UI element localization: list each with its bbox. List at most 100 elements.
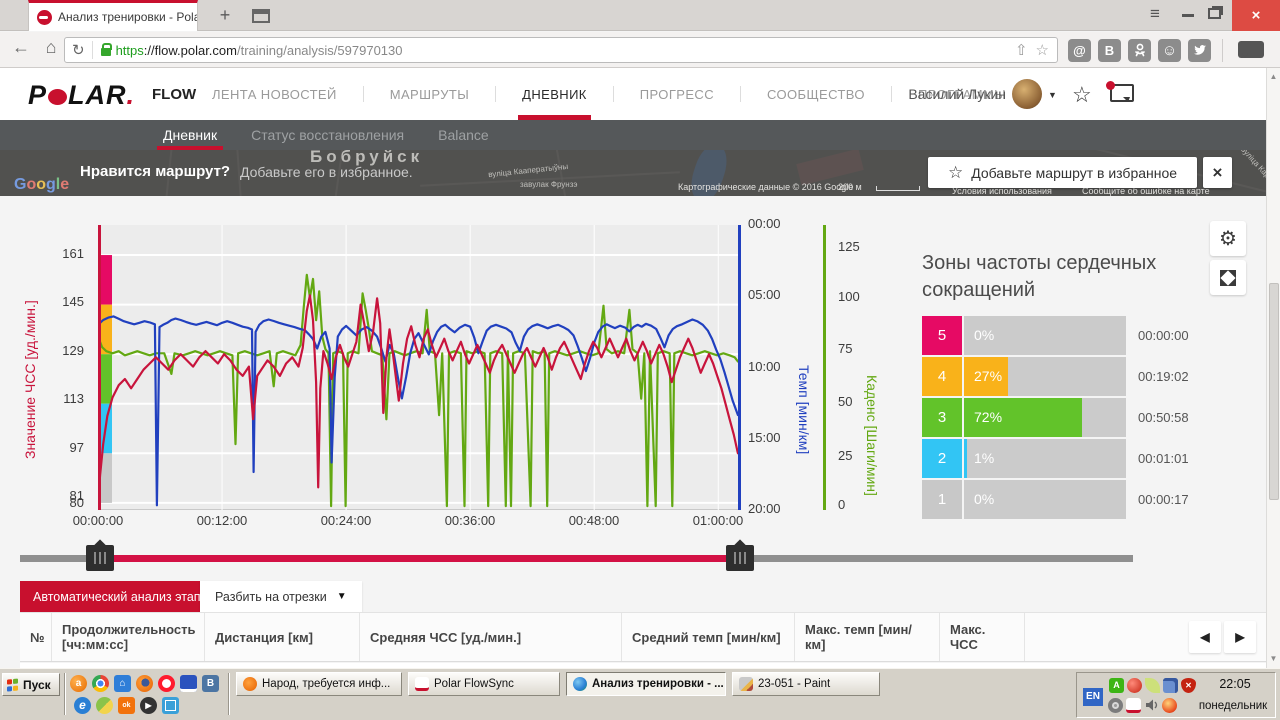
- antivirus-tray-icon[interactable]: [1162, 698, 1177, 713]
- slider-track-left[interactable]: [20, 555, 90, 562]
- fullscreen-button[interactable]: [1210, 260, 1246, 295]
- hr-tick: 161: [62, 246, 84, 261]
- chart-settings-button[interactable]: ⚙: [1210, 221, 1246, 256]
- network-tray-icon[interactable]: [1163, 678, 1178, 693]
- taskbar-window-flowsync[interactable]: Polar FlowSync: [408, 672, 560, 696]
- nav-routes[interactable]: МАРШРУТЫ: [389, 86, 470, 102]
- app-icon[interactable]: [162, 697, 179, 714]
- slider-handle-left[interactable]: [86, 545, 114, 571]
- nav-community[interactable]: СООБЩЕСТВО: [766, 86, 865, 102]
- split-segments-button[interactable]: Разбить на отрезки ▼: [200, 581, 362, 612]
- home-app-icon[interactable]: ⌂: [114, 675, 131, 692]
- zone-number: 3: [922, 398, 962, 437]
- url-domain: ://flow.polar.com: [143, 42, 237, 58]
- chrome-icon[interactable]: [92, 675, 109, 692]
- hr-tick: 97: [69, 440, 84, 455]
- table-next-button[interactable]: ▶: [1224, 621, 1256, 653]
- nav-feed[interactable]: ЛЕНТА НОВОСТЕЙ: [212, 86, 337, 102]
- restore-button[interactable]: [1208, 8, 1221, 19]
- page-scrollbar[interactable]: ▲ ▼: [1266, 68, 1280, 668]
- scroll-down-icon[interactable]: ▼: [1269, 654, 1278, 663]
- slider-handle-right[interactable]: [726, 545, 754, 571]
- nav-programs[interactable]: ПРОГРАММЫ: [917, 86, 1007, 102]
- maps-icon[interactable]: [96, 697, 113, 714]
- table-prev-button[interactable]: ◀: [1189, 621, 1221, 653]
- aimp-tray-icon[interactable]: A: [1109, 678, 1124, 693]
- polar-logo[interactable]: P LAR.: [28, 80, 136, 110]
- reload-icon[interactable]: ↻: [65, 41, 93, 59]
- cadence-tick: 25: [838, 448, 853, 463]
- taskbar-window-paint[interactable]: 23-051 - Paint: [732, 672, 880, 696]
- browser-tab-active[interactable]: Анализ тренировки - Polar F: [28, 0, 198, 31]
- polar-logo-o: [48, 89, 68, 105]
- close-button[interactable]: ×: [1232, 0, 1280, 31]
- training-chart[interactable]: [96, 225, 741, 510]
- save-icon[interactable]: [180, 675, 197, 692]
- scroll-up-icon[interactable]: ▲: [1269, 72, 1278, 81]
- add-route-favorite-button[interactable]: ☆ Добавьте маршрут в избранное: [928, 157, 1197, 188]
- security-alert-tray-icon[interactable]: ✕: [1181, 678, 1196, 693]
- taskbar-window-analysis[interactable]: Анализ тренировки - ...: [566, 672, 726, 696]
- back-icon[interactable]: ←: [12, 37, 30, 57]
- taskbar-window-forum[interactable]: Народ, требуется инф...: [236, 672, 402, 696]
- amigo-browser-icon[interactable]: a: [70, 675, 87, 692]
- subnav-diary[interactable]: Дневник: [156, 120, 224, 150]
- map-report-link[interactable]: Сообщите об ошибке на карте: [1082, 186, 1210, 196]
- firefox-icon[interactable]: [136, 675, 153, 692]
- home-icon[interactable]: ⌂: [45, 37, 57, 57]
- subnav-balance[interactable]: Balance: [438, 127, 489, 143]
- url-path: /training/analysis/597970130: [236, 42, 403, 58]
- favorites-star-icon[interactable]: ☆: [1072, 82, 1092, 107]
- browser-menu-icon[interactable]: ≡: [1150, 4, 1160, 23]
- tab-groups-icon[interactable]: [252, 9, 270, 23]
- odnoklassniki-icon[interactable]: [1128, 39, 1151, 62]
- auto-lap-analysis-button[interactable]: Автоматический анализ этапов: [20, 581, 228, 612]
- minimize-button[interactable]: [1182, 4, 1194, 18]
- leaf-tray-icon[interactable]: [1145, 678, 1160, 693]
- toolbar-divider: [1222, 39, 1223, 62]
- subnav-recovery-status[interactable]: Статус восстановления: [251, 127, 405, 143]
- time-range-slider[interactable]: [20, 539, 1133, 572]
- myworld-smiley-icon[interactable]: ☺: [1158, 39, 1181, 62]
- vk-quicklaunch-icon[interactable]: B: [202, 675, 219, 692]
- volume-tray-icon[interactable]: [1144, 698, 1159, 713]
- map-terms-link[interactable]: Условия использования: [952, 186, 1052, 196]
- media-player-icon[interactable]: ▶: [140, 697, 157, 714]
- share-icon[interactable]: ⇧: [1014, 42, 1028, 59]
- pace-tick: 20:00: [748, 501, 781, 516]
- zone-bar: 0%: [962, 480, 1126, 519]
- zone-bar: 1%: [962, 439, 1126, 478]
- url-bar[interactable]: ↻ https ://flow.polar.com /training/anal…: [64, 37, 1058, 63]
- table-row: [20, 663, 1266, 668]
- webcam-tray-icon[interactable]: [1108, 698, 1123, 713]
- opera-icon[interactable]: [158, 675, 175, 692]
- weekday-label: понедельник: [1198, 700, 1268, 712]
- banner-close-button[interactable]: ×: [1203, 157, 1232, 188]
- flowsync-tray-icon[interactable]: [1126, 698, 1141, 713]
- chat-bubble-icon[interactable]: [1238, 41, 1264, 58]
- user-caret-icon[interactable]: ▼: [1048, 90, 1057, 100]
- clock[interactable]: 22:05: [1219, 677, 1251, 691]
- language-indicator[interactable]: EN: [1083, 688, 1103, 706]
- notifications-icon[interactable]: [1106, 81, 1134, 102]
- gear-icon: ⚙: [1219, 228, 1237, 250]
- ok-quicklaunch-icon[interactable]: ok: [118, 697, 135, 714]
- ie-icon[interactable]: e: [74, 697, 91, 714]
- bookmark-star-icon[interactable]: ☆: [1035, 42, 1049, 59]
- new-tab-button[interactable]: +: [219, 5, 231, 25]
- nav-diary[interactable]: ДНЕВНИК: [518, 68, 591, 120]
- cadence-axis-line: [823, 225, 826, 510]
- slider-selected-range[interactable]: [100, 555, 730, 562]
- sphere-tray-icon[interactable]: [1127, 678, 1142, 693]
- nav-progress[interactable]: ПРОГРЕСС: [639, 86, 714, 102]
- map-street-label: завулак Фрунзэ: [520, 180, 578, 189]
- pace-tick: 05:00: [748, 287, 781, 302]
- start-button[interactable]: Пуск: [2, 673, 60, 696]
- vk-icon[interactable]: B: [1098, 39, 1121, 62]
- user-name[interactable]: Василий Лукин: [908, 86, 1006, 102]
- avatar[interactable]: [1012, 79, 1042, 109]
- twitter-icon[interactable]: [1188, 39, 1211, 62]
- slider-track-right[interactable]: [750, 555, 1133, 562]
- mailru-icon[interactable]: @: [1068, 39, 1091, 62]
- scrollbar-thumb[interactable]: [1269, 283, 1279, 500]
